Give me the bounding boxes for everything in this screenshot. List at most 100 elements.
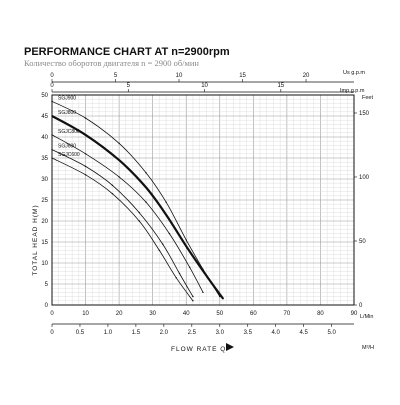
flow-arrow-icon	[226, 343, 234, 351]
us-gpm-tick-label: 20	[303, 73, 310, 79]
y-tick-label: 35	[41, 156, 48, 162]
point-sgjc800	[202, 291, 204, 294]
m3h-tick-label: 3.0	[216, 330, 225, 336]
m3h-tick-label: 4.0	[272, 330, 281, 336]
x-tick-label: 60	[250, 311, 257, 317]
imp-gpm-tick-label: 5	[127, 83, 131, 89]
point-sgj800	[222, 298, 224, 300]
performance-curves: SGJ900 SGJ800 SGJC800 SGJ600 SGJC600	[51, 95, 224, 302]
m3h-tick-label: 4.5	[299, 330, 308, 336]
m3h-tick-label: 0	[50, 330, 54, 336]
point-sgjc600	[111, 193, 114, 195]
y-tick-label: 15	[41, 240, 48, 246]
m3h-tick-label: 1.5	[132, 330, 141, 336]
us-gpm-tick-label: 10	[176, 73, 183, 79]
right-tick-label: 100	[359, 175, 370, 181]
chart-subtitle: Количество оборотов двигателя n = 2900 о…	[24, 58, 199, 68]
curve-sgjc800	[51, 134, 204, 293]
us-gpm-tick-label: 5	[114, 73, 118, 79]
point-sgjc800	[118, 176, 120, 178]
point-sgj900	[165, 201, 167, 203]
y-axis-title: TOTAL HEAD H(M)	[32, 204, 39, 275]
us-gpm-tick-label: 0	[50, 73, 54, 79]
m3h-tick-label: 3.5	[244, 330, 253, 336]
point-sgj600	[178, 272, 181, 275]
right-tick-label: 50	[359, 239, 366, 245]
x-tick-label: 50	[216, 311, 223, 317]
x-tick-label: 40	[183, 311, 190, 317]
y-tick-label: 45	[41, 114, 48, 120]
y-tick-label: 10	[41, 261, 48, 267]
point-sgj600	[192, 295, 194, 298]
plot-frame	[51, 94, 355, 306]
m3h-unit-label: M³/H	[362, 345, 374, 351]
point-sgj800	[84, 134, 87, 136]
point-sgjc600	[138, 220, 140, 222]
point-sgjc600	[84, 174, 87, 176]
y-tick-label: 0	[45, 303, 49, 309]
chart-title: PERFORMANCE CHART AT n=2900rpm	[24, 46, 230, 58]
x-axis-title: FLOW RATE Q	[171, 346, 226, 353]
x-tick-label: 90	[351, 311, 358, 317]
x-tick-label: 80	[317, 311, 324, 317]
point-sgjc600	[51, 157, 53, 159]
series-label-sgj900: SGJ900	[58, 95, 76, 101]
x-tick-label: 10	[82, 311, 89, 317]
y-tick-label: 20	[41, 219, 48, 225]
point-sgjc800	[84, 153, 87, 155]
point-sgj900	[51, 100, 53, 103]
imp-gpm-tick-label: 0	[50, 83, 54, 89]
x-tick-label: 20	[116, 311, 123, 317]
point-sgj800	[205, 274, 208, 277]
y-tick-label: 40	[41, 135, 48, 141]
point-sgj600	[162, 243, 164, 245]
imp-gpm-tick-label: 15	[277, 83, 284, 89]
x-unit-label: L/Min	[360, 314, 373, 320]
point-sgjc800	[168, 232, 171, 235]
x-tick-label: 0	[50, 311, 54, 317]
point-sgjc800	[145, 201, 147, 203]
series-label-sgjc600: SGJC600	[58, 152, 80, 158]
x-tick-label: 70	[284, 311, 291, 317]
us-gpm-label: Us g.p.m	[343, 70, 365, 76]
y-tick-label: 25	[41, 198, 48, 204]
m3h-tick-label: 0.5	[76, 330, 85, 336]
point-sgj600	[138, 211, 140, 214]
y-tick-label: 5	[45, 282, 49, 288]
series-label-sgj800: SGJ800	[58, 110, 76, 116]
imp-gpm-label: Imp g.p.m	[340, 88, 365, 94]
point-sgjc800	[188, 266, 191, 268]
point-sgj800	[165, 214, 167, 216]
imp-gpm-tick-label: 10	[201, 83, 208, 89]
point-sgj600	[84, 165, 87, 168]
series-label-sgj600: SGJ600	[58, 144, 76, 150]
point-sgj900	[118, 142, 120, 144]
m3h-tick-label: 1.0	[104, 330, 113, 336]
point-sgj600	[111, 184, 114, 186]
point-sgj800	[51, 115, 53, 117]
axes	[51, 79, 357, 327]
point-sgjc800	[51, 134, 53, 136]
point-sgj800	[185, 245, 187, 247]
curve-sgj800	[51, 115, 224, 300]
point-sgjc600	[192, 300, 194, 302]
point-sgj900	[84, 117, 87, 119]
us-gpm-tick-label: 15	[239, 73, 246, 79]
m3h-tick-label: 2.0	[160, 330, 169, 336]
right-axis-label: Feet	[362, 95, 373, 101]
m3h-tick-label: 5.0	[327, 330, 336, 336]
y-tick-label: 30	[41, 177, 48, 183]
y-tick-label: 50	[41, 93, 48, 99]
grid	[51, 94, 355, 306]
point-sgj800	[145, 186, 147, 189]
right-tick-label: 150	[359, 111, 370, 117]
right-tick-label: 0	[359, 303, 363, 309]
point-sgj800	[118, 159, 120, 161]
m3h-tick-label: 2.5	[188, 330, 197, 336]
point-sgj900	[185, 239, 187, 241]
point-sgj900	[145, 172, 147, 174]
point-sgjc600	[158, 249, 161, 252]
